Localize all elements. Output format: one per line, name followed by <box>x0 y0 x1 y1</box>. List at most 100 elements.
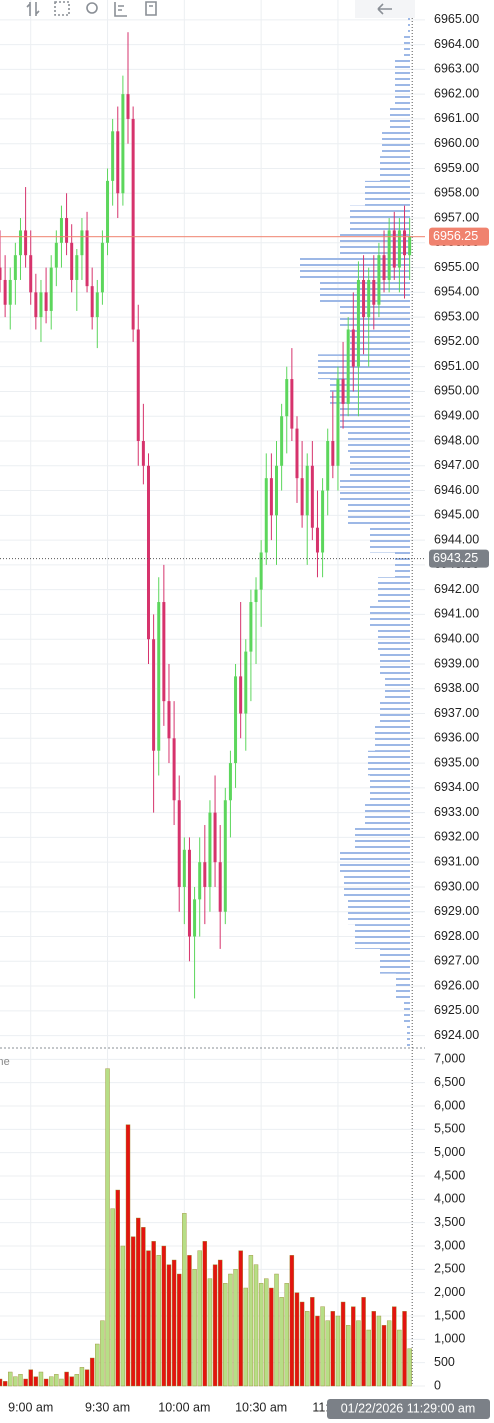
x-tick-label: 10:00 am <box>158 1400 210 1414</box>
volume-bars <box>0 1068 412 1387</box>
y-tick-label: 6953.00 <box>434 309 479 323</box>
profile-bar <box>348 899 410 925</box>
candle-body <box>65 218 69 243</box>
candle-body <box>228 763 232 801</box>
profile-bar <box>365 800 410 826</box>
volume-bar <box>356 1320 361 1387</box>
volume-bar <box>115 1189 120 1387</box>
tool-icon[interactable] <box>26 2 40 16</box>
volume-bar <box>156 1255 161 1387</box>
volume-bar <box>13 1376 18 1387</box>
candle-body <box>356 279 360 367</box>
volume-bar <box>43 1378 49 1387</box>
y-tick-label: 6962.00 <box>434 86 479 100</box>
candle-body <box>408 236 412 256</box>
volume-bar <box>269 1287 274 1387</box>
volume-bar <box>197 1250 202 1387</box>
profile-bar <box>344 874 410 900</box>
volume-bar <box>54 1374 59 1387</box>
y-tick-label: 6937.00 <box>434 706 479 720</box>
volume-bar <box>202 1241 208 1387</box>
y-tick-label: 6963.00 <box>434 62 479 76</box>
candle-body <box>182 849 186 887</box>
volume-bar <box>315 1315 320 1387</box>
y-tick-label: 6935.00 <box>434 755 479 769</box>
volume-tick-label: 1,500 <box>434 1308 465 1322</box>
volume-bar <box>74 1374 80 1387</box>
y-tick-label: 6964.00 <box>434 37 479 51</box>
y-tick-label: 6932.00 <box>434 830 479 844</box>
candle-body <box>310 465 314 528</box>
profile-bar <box>370 775 410 801</box>
volume-tick-label: 6,000 <box>434 1098 465 1112</box>
crosshair-time-label: 01/22/2026 11:29:00 am <box>341 1401 476 1415</box>
volume-bar <box>233 1269 238 1387</box>
candle-body <box>152 639 156 751</box>
volume-bar <box>187 1255 192 1387</box>
volume-bar <box>212 1264 218 1387</box>
volume-tick-label: 500 <box>434 1355 455 1369</box>
volume-bar <box>381 1325 387 1387</box>
volume-bar <box>294 1292 300 1387</box>
candle-body <box>172 738 176 801</box>
back-arrow[interactable] <box>377 3 392 15</box>
volume-bar <box>371 1311 376 1387</box>
candle-body <box>234 676 238 764</box>
profile-bar <box>375 725 410 751</box>
candle-body <box>141 441 145 466</box>
profile-bar <box>370 527 410 553</box>
profile-bar <box>408 7 410 33</box>
toolbar <box>26 0 415 18</box>
profile-bar <box>390 106 410 132</box>
y-tick-label: 6952.00 <box>434 334 479 348</box>
tool-icon[interactable] <box>86 2 98 14</box>
candle-body <box>85 230 89 287</box>
volume-bar <box>2 1381 8 1387</box>
volume-profile <box>300 7 410 1048</box>
volume-bar <box>89 1357 95 1387</box>
candle-body <box>218 862 222 912</box>
y-tick-label: 6928.00 <box>434 929 479 943</box>
tool-icon[interactable] <box>54 1 70 16</box>
volume-bar <box>279 1297 284 1387</box>
volume-bar <box>141 1227 146 1387</box>
profile-bar <box>395 552 410 578</box>
candle-body <box>336 379 340 466</box>
volume-bar <box>120 1245 126 1387</box>
volume-bar <box>274 1273 279 1387</box>
volume-bar <box>284 1283 289 1387</box>
profile-bar <box>370 602 410 627</box>
volume-title: Volume <box>0 1056 10 1068</box>
volume-bar <box>330 1311 336 1387</box>
profile-bar <box>340 403 410 429</box>
y-tick-label: 6927.00 <box>434 954 479 968</box>
candle-body <box>157 602 161 751</box>
profile-bar <box>380 156 410 181</box>
candle-body <box>259 552 263 590</box>
profile-bar <box>378 626 410 652</box>
candle-body <box>290 379 294 429</box>
volume-bar <box>182 1213 187 1387</box>
candle-body <box>367 279 371 318</box>
volume-bar <box>69 1376 74 1387</box>
candle-body <box>254 589 258 603</box>
volume-bar <box>130 1236 136 1387</box>
tool-icon[interactable] <box>114 2 127 17</box>
volume-tick-label: 3,000 <box>434 1238 465 1252</box>
y-tick-label: 6945.00 <box>434 508 479 522</box>
candle-body <box>187 849 191 937</box>
candle-body <box>275 465 279 516</box>
volume-bar <box>100 1320 105 1387</box>
candle-body <box>264 478 268 553</box>
candle-body <box>351 329 355 367</box>
profile-bar <box>348 428 410 454</box>
y-tick-label: 6965.00 <box>434 12 479 26</box>
profile-bar <box>355 825 410 850</box>
tool-icon[interactable] <box>145 1 157 16</box>
candle-body <box>280 416 284 466</box>
candles <box>0 32 412 999</box>
candle-body <box>372 279 376 305</box>
candle-body <box>198 862 202 900</box>
volume-tick-label: 4,500 <box>434 1168 465 1182</box>
y-tick-label: 6960.00 <box>434 136 479 150</box>
